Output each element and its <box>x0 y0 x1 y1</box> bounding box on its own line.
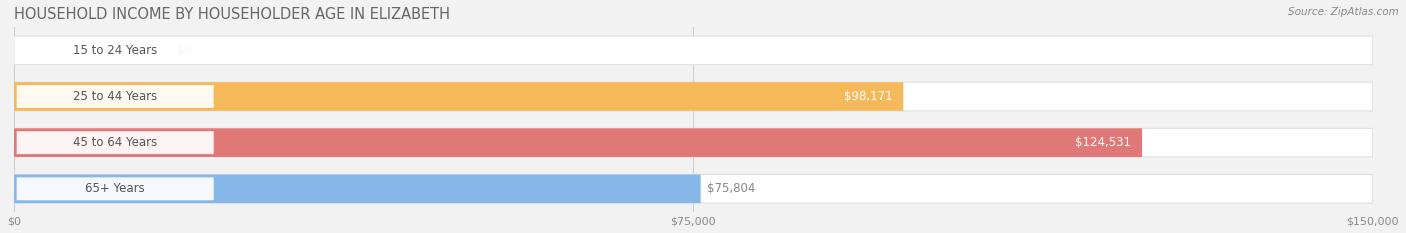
Text: HOUSEHOLD INCOME BY HOUSEHOLDER AGE IN ELIZABETH: HOUSEHOLD INCOME BY HOUSEHOLDER AGE IN E… <box>14 7 450 22</box>
Text: $75,804: $75,804 <box>707 182 756 195</box>
FancyBboxPatch shape <box>14 82 903 111</box>
Text: 45 to 64 Years: 45 to 64 Years <box>73 136 157 149</box>
Text: 25 to 44 Years: 25 to 44 Years <box>73 90 157 103</box>
Text: $0: $0 <box>177 44 191 57</box>
FancyBboxPatch shape <box>14 128 1372 157</box>
Text: $124,531: $124,531 <box>1076 136 1132 149</box>
FancyBboxPatch shape <box>14 36 1372 65</box>
Text: 65+ Years: 65+ Years <box>86 182 145 195</box>
Text: 15 to 24 Years: 15 to 24 Years <box>73 44 157 57</box>
FancyBboxPatch shape <box>17 39 214 62</box>
FancyBboxPatch shape <box>17 85 214 108</box>
FancyBboxPatch shape <box>17 131 214 154</box>
FancyBboxPatch shape <box>14 82 1372 111</box>
Text: $98,171: $98,171 <box>844 90 893 103</box>
Text: Source: ZipAtlas.com: Source: ZipAtlas.com <box>1288 7 1399 17</box>
FancyBboxPatch shape <box>14 175 700 203</box>
FancyBboxPatch shape <box>14 128 1142 157</box>
FancyBboxPatch shape <box>14 175 1372 203</box>
FancyBboxPatch shape <box>17 177 214 200</box>
